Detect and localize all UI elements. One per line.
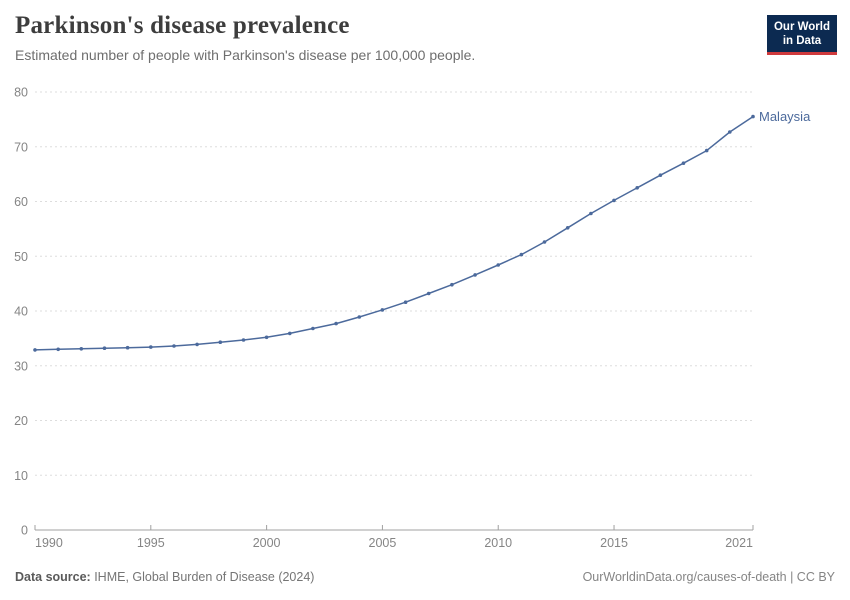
data-point-marker <box>56 347 60 352</box>
y-tick-label: 0 <box>21 524 28 538</box>
data-point-marker <box>704 148 709 153</box>
data-source: Data source: IHME, Global Burden of Dise… <box>15 570 314 584</box>
y-tick-label: 20 <box>14 414 28 428</box>
x-tick-label: 2015 <box>600 536 628 550</box>
data-point-marker <box>589 211 593 216</box>
data-point-marker <box>542 240 547 244</box>
data-point-marker <box>33 348 37 352</box>
y-tick-label: 80 <box>14 86 28 100</box>
series-end-label[interactable]: Malaysia <box>759 109 811 124</box>
x-tick-label: 2010 <box>484 536 512 550</box>
page-title: Parkinson's disease prevalence <box>15 12 350 39</box>
data-point-marker <box>728 130 732 134</box>
x-tick-label: 2000 <box>253 536 281 550</box>
footer-link[interactable]: OurWorldinData.org/causes-of-death | CC … <box>582 570 835 584</box>
y-tick-label: 10 <box>14 469 28 483</box>
chart-subtitle: Estimated number of people with Parkinso… <box>15 47 476 63</box>
y-tick-label: 60 <box>14 195 28 209</box>
data-point-marker <box>172 344 176 348</box>
data-source-label: Data source: <box>15 570 91 584</box>
data-point-marker <box>403 300 408 304</box>
data-point-marker <box>79 347 84 351</box>
data-point-marker <box>195 342 199 347</box>
data-point-marker <box>311 326 315 331</box>
data-point-marker <box>149 345 153 349</box>
data-point-marker <box>334 321 338 326</box>
owid-logo[interactable]: Our World in Data <box>767 15 837 55</box>
x-tick-label: 1990 <box>35 536 63 550</box>
data-point-marker <box>450 282 454 287</box>
y-tick-label: 50 <box>14 250 28 264</box>
chart-canvas: 0 10 20 30 40 50 60 70 80 1990 1995 2000 2005 2010 201… <box>14 86 811 551</box>
data-point-marker <box>751 114 755 119</box>
y-tick-label: 40 <box>14 305 28 319</box>
data-point-marker <box>264 335 269 340</box>
logo-line2: in Data <box>782 35 822 47</box>
series-line[interactable] <box>34 115 754 351</box>
data-point-marker <box>380 308 385 312</box>
chart-footer: Data source: IHME, Global Burden of Dise… <box>15 570 835 584</box>
data-point-marker <box>612 198 616 203</box>
data-point-marker <box>658 173 663 177</box>
x-tick-label: 1995 <box>137 536 165 550</box>
data-point-marker <box>519 252 524 257</box>
data-point-marker <box>241 338 246 342</box>
data-point-marker <box>473 273 477 277</box>
data-point-marker <box>681 161 686 165</box>
data-point-marker <box>635 186 639 190</box>
data-source-value: IHME, Global Burden of Disease (2024) <box>90 570 315 584</box>
data-point-marker <box>218 340 223 345</box>
x-tick-label: 2005 <box>369 536 397 550</box>
data-point-marker <box>357 315 362 319</box>
x-tick-label: 2021 <box>725 536 753 550</box>
y-tick-label: 30 <box>14 359 28 373</box>
logo-line1: Our World <box>773 21 830 33</box>
data-point-marker <box>102 346 107 351</box>
data-point-marker <box>288 331 292 336</box>
data-point-marker <box>496 263 501 267</box>
data-point-marker <box>125 345 130 350</box>
data-point-marker <box>565 226 570 230</box>
data-point-marker <box>426 291 431 296</box>
chart-header: Parkinson's disease prevalence Estimated… <box>15 12 475 63</box>
y-tick-label: 70 <box>14 140 28 154</box>
